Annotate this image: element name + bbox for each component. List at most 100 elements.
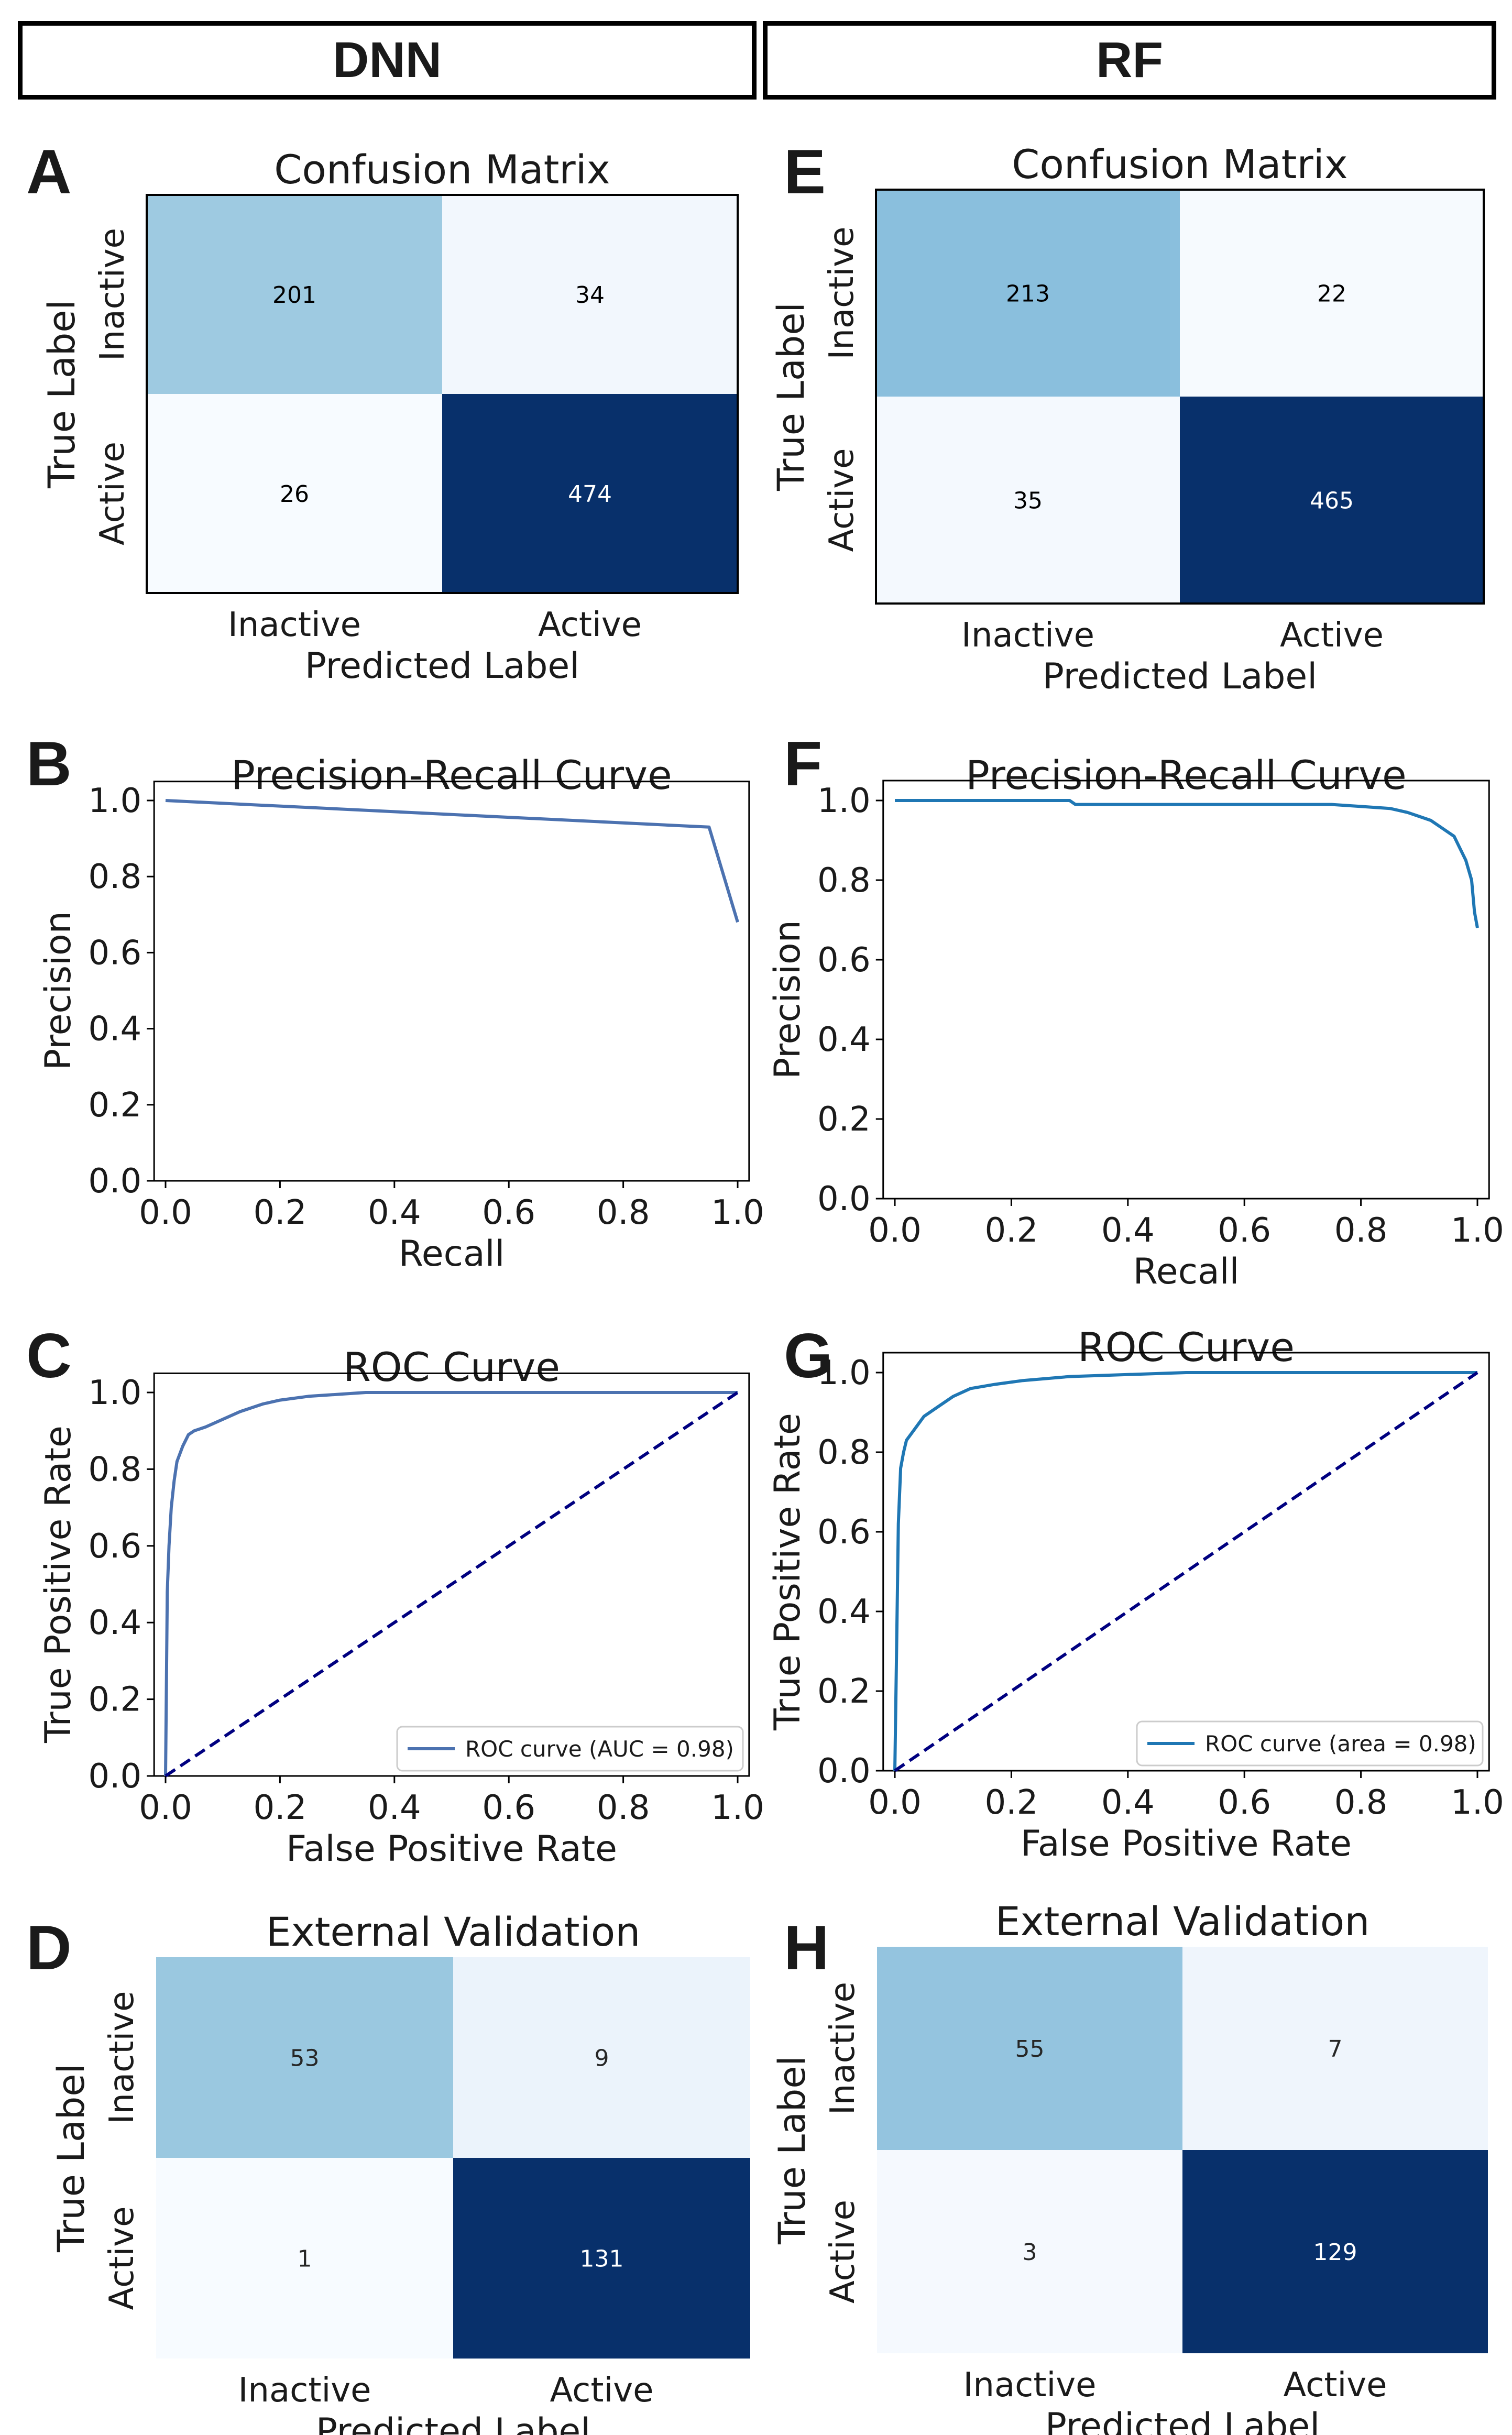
y-tick-label-f-4: 0.8 <box>817 861 871 900</box>
chart-title-b: Precision-Recall Curve <box>231 752 672 798</box>
y-tick-label-g-4: 0.8 <box>817 1433 871 1472</box>
x-tick-label-a-0: Inactive <box>228 606 361 644</box>
y-tick-label-a-0: Inactive <box>93 228 132 361</box>
x-tick-label-c-2: 0.4 <box>368 1789 421 1827</box>
y-tick-label-e-1: Active <box>823 448 861 552</box>
cell-label-a-0-0: 201 <box>272 282 316 309</box>
x-tick-label-d-0: Inactive <box>238 2371 371 2410</box>
cell-label-d-0-0: 53 <box>290 2045 320 2072</box>
chart-title-f: Precision-Recall Curve <box>966 752 1407 798</box>
heatmap-cell-d-0-0 <box>156 1957 453 2158</box>
x-tick-label-b-4: 0.8 <box>597 1193 650 1232</box>
panel-letter-a: A <box>26 137 72 207</box>
x-tick-label-c-5: 1.0 <box>711 1789 764 1827</box>
y-tick-label-b-0: 0.0 <box>88 1162 141 1201</box>
x-tick-label-a-1: Active <box>538 606 642 644</box>
x-tick-label-f-0: 0.0 <box>868 1211 922 1250</box>
y-tick-label-c-5: 1.0 <box>88 1374 141 1412</box>
x-axis-label-g: False Positive Rate <box>1021 1823 1352 1864</box>
series-line-c-0 <box>164 1391 738 1776</box>
y-axis-label-c: True Positive Rate <box>38 1425 79 1743</box>
cell-label-h-1-0: 3 <box>1023 2239 1037 2266</box>
cell-label-d-0-1: 9 <box>595 2045 609 2072</box>
heatmap-cell-d-1-1 <box>453 2158 750 2359</box>
legend-box-c <box>396 1726 744 1772</box>
chart-title-c: ROC Curve <box>343 1344 560 1390</box>
heatmap-cell-h-0-0 <box>877 1947 1182 2150</box>
y-tick-label-g-3: 0.6 <box>817 1513 871 1552</box>
y-tick-label-e-0: Inactive <box>823 227 861 360</box>
y-axis-label-b: Precision <box>38 911 79 1070</box>
heatmap-frame-a <box>146 194 739 594</box>
x-tick-label-e-1: Active <box>1280 616 1384 655</box>
plot-frame-b <box>153 781 750 1182</box>
y-tick-label-c-4: 0.8 <box>88 1450 141 1489</box>
x-axis-label-e: Predicted Label <box>1043 656 1317 697</box>
legend-box-g <box>1136 1720 1484 1767</box>
y-tick-label-b-3: 0.6 <box>88 934 141 972</box>
y-axis-label-h: True Label <box>771 2056 814 2245</box>
x-tick-label-b-2: 0.4 <box>368 1193 421 1232</box>
x-tick-label-f-2: 0.4 <box>1101 1211 1155 1250</box>
chance-line-c-1 <box>165 1391 739 1778</box>
y-tick-label-c-0: 0.0 <box>88 1757 141 1796</box>
series-line-g-0 <box>893 1371 1477 1771</box>
heatmap-cell-e-1-1 <box>1180 397 1484 604</box>
x-axis-label-c: False Positive Rate <box>286 1828 617 1870</box>
x-tick-label-g-3: 0.6 <box>1218 1783 1271 1822</box>
y-tick-label-f-3: 0.6 <box>817 941 871 980</box>
series-line-b-0 <box>165 799 739 923</box>
x-tick-label-g-1: 0.2 <box>985 1783 1038 1822</box>
x-tick-label-e-0: Inactive <box>961 616 1094 655</box>
heatmap-cell-a-0-1 <box>442 195 738 394</box>
cell-label-h-1-1: 129 <box>1313 2239 1357 2266</box>
x-tick-label-b-3: 0.6 <box>482 1193 535 1232</box>
y-tick-label-b-4: 0.8 <box>88 858 141 896</box>
y-tick-label-f-5: 1.0 <box>817 782 871 820</box>
x-tick-label-d-1: Active <box>550 2371 654 2410</box>
y-tick-label-f-1: 0.2 <box>817 1100 871 1139</box>
x-tick-label-c-3: 0.6 <box>482 1789 535 1827</box>
x-tick-label-g-0: 0.0 <box>868 1783 922 1822</box>
heatmap-cell-e-0-1 <box>1180 190 1484 397</box>
chart-title-e: Confusion Matrix <box>1012 141 1347 188</box>
plot-frame-c <box>153 1372 750 1777</box>
y-tick-label-g-0: 0.0 <box>817 1752 871 1791</box>
x-tick-label-g-4: 0.8 <box>1334 1783 1388 1822</box>
heatmap-cell-e-0-0 <box>876 190 1180 397</box>
cell-label-a-1-1: 474 <box>568 481 612 508</box>
y-tick-label-d-1: Active <box>103 2207 141 2310</box>
y-tick-label-g-5: 1.0 <box>817 1354 871 1392</box>
heatmap-frame-e <box>875 189 1485 605</box>
panel-letter-b: B <box>26 729 72 799</box>
panel-letter-e: E <box>784 137 826 207</box>
dnn-header: DNN <box>18 21 757 100</box>
cell-label-d-1-1: 131 <box>580 2246 624 2273</box>
chart-title-a: Confusion Matrix <box>274 146 610 193</box>
y-tick-label-g-1: 0.2 <box>817 1672 871 1711</box>
heatmap-cell-d-1-0 <box>156 2158 453 2359</box>
heatmap-cell-h-1-0 <box>877 2150 1182 2353</box>
y-tick-label-c-3: 0.6 <box>88 1527 141 1566</box>
legend-label-g: ROC curve (area = 0.98) <box>1205 1731 1476 1757</box>
rf-header-label: RF <box>1096 32 1163 88</box>
x-tick-label-g-5: 1.0 <box>1451 1783 1504 1822</box>
panel-letter-g: G <box>784 1321 833 1391</box>
x-tick-label-h-1: Active <box>1284 2366 1387 2405</box>
y-tick-label-f-2: 0.4 <box>817 1021 871 1059</box>
x-axis-label-b: Recall <box>399 1233 505 1275</box>
x-tick-label-h-0: Inactive <box>963 2366 1097 2405</box>
heatmap-cell-e-1-0 <box>876 397 1180 604</box>
heatmap-cell-a-1-0 <box>147 394 442 593</box>
cell-label-d-1-0: 1 <box>298 2246 312 2273</box>
y-tick-label-h-1: Active <box>824 2200 862 2304</box>
y-tick-label-d-0: Inactive <box>103 1991 141 2124</box>
cell-label-e-0-1: 22 <box>1317 281 1346 308</box>
heatmap-cell-h-1-1 <box>1182 2150 1488 2353</box>
chart-title-d: External Validation <box>266 1908 641 1955</box>
cell-label-a-0-1: 34 <box>575 282 605 309</box>
heatmap-cell-d-0-1 <box>453 1957 750 2158</box>
cell-label-e-0-0: 213 <box>1006 281 1050 308</box>
panel-letter-h: H <box>784 1913 829 1983</box>
x-tick-label-f-4: 0.8 <box>1334 1211 1388 1250</box>
